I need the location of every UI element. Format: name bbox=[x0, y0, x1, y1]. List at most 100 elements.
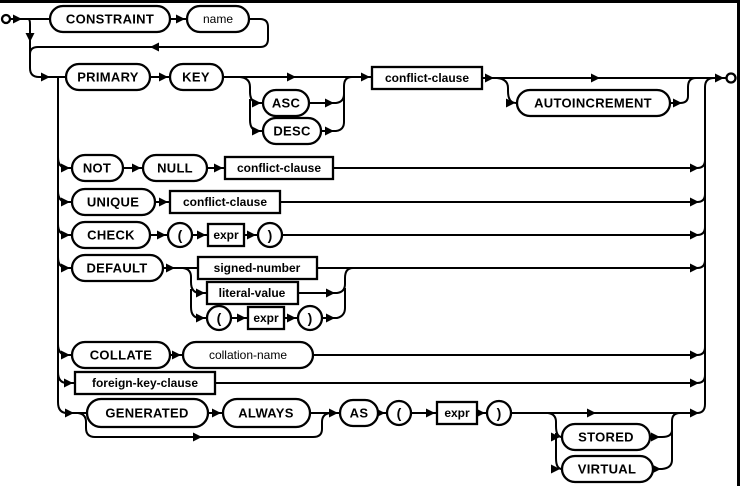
arrowhead-icon bbox=[690, 163, 699, 173]
collate-shape bbox=[70, 340, 172, 370]
unique-label: UNIQUE bbox=[87, 195, 139, 210]
node-autoincrement: AUTOINCREMENT bbox=[515, 88, 672, 118]
arrowhead-icon bbox=[65, 408, 74, 418]
null-shape bbox=[141, 153, 209, 183]
expr-shape bbox=[206, 222, 246, 248]
node-foreign-key-clause: foreign-key-clause bbox=[73, 370, 217, 396]
connector-line bbox=[322, 288, 346, 319]
primary-label: PRIMARY bbox=[77, 70, 139, 85]
node-generated: GENERATED bbox=[85, 397, 210, 429]
collation-name-shape bbox=[181, 340, 315, 370]
arrowhead-icon bbox=[551, 432, 560, 442]
connector-line bbox=[282, 226, 706, 236]
foreign-key-clause-shape bbox=[73, 370, 217, 396]
connector-line bbox=[547, 412, 563, 438]
connector-line bbox=[298, 267, 354, 294]
connector-line bbox=[239, 76, 263, 104]
arrowhead-icon bbox=[690, 378, 699, 388]
rparen-shape bbox=[296, 304, 324, 332]
arrowhead-icon bbox=[325, 98, 334, 108]
arrowhead-icon bbox=[326, 313, 335, 323]
node-expr-default: expr bbox=[246, 305, 286, 331]
node-check: CHECK bbox=[70, 220, 152, 250]
arrowhead-icon bbox=[193, 432, 202, 442]
default-label: DEFAULT bbox=[86, 261, 147, 276]
not-label: NOT bbox=[83, 161, 111, 176]
arrowhead-icon bbox=[13, 14, 22, 24]
check-shape bbox=[70, 220, 152, 250]
connector-line bbox=[704, 77, 715, 404]
node-collate: COLLATE bbox=[70, 340, 172, 370]
connector-line bbox=[280, 193, 706, 203]
expr-label: expr bbox=[253, 311, 279, 325]
constraint-shape bbox=[48, 4, 172, 34]
node-expr-generated: expr bbox=[435, 400, 479, 426]
primary-shape bbox=[64, 62, 152, 92]
connector-line bbox=[670, 77, 697, 104]
virtual-label: VIRTUAL bbox=[578, 462, 636, 477]
rparen-label: ) bbox=[308, 310, 313, 326]
arrowhead-icon bbox=[25, 33, 35, 42]
lparen-shape bbox=[166, 221, 194, 249]
generated-label: GENERATED bbox=[105, 406, 188, 421]
arrowhead-icon bbox=[690, 350, 699, 360]
arrowhead-icon bbox=[247, 230, 256, 240]
arrowhead-icon bbox=[361, 72, 370, 82]
node-asc: ASC bbox=[261, 88, 311, 118]
arrowhead-icon bbox=[61, 230, 70, 240]
expr-shape bbox=[246, 305, 286, 331]
unique-shape bbox=[70, 187, 157, 217]
connector-line bbox=[511, 403, 706, 414]
arrowhead-icon bbox=[591, 73, 600, 83]
virtual-shape bbox=[560, 454, 655, 484]
collate-label: COLLATE bbox=[90, 348, 153, 363]
arrowhead-icon bbox=[41, 72, 50, 82]
arrowhead-icon bbox=[252, 98, 261, 108]
arrowhead-icon bbox=[150, 42, 159, 52]
lparen-shape bbox=[385, 399, 413, 427]
node-lparen-check: ( bbox=[166, 221, 194, 249]
arrowhead-icon bbox=[166, 263, 175, 273]
connector-line bbox=[215, 374, 706, 384]
arrowhead-icon bbox=[61, 350, 70, 360]
connector-line bbox=[27, 18, 66, 78]
arrowhead-icon bbox=[651, 432, 660, 442]
arrowhead-icon bbox=[176, 14, 185, 24]
arrowhead-icon bbox=[551, 464, 560, 474]
arrowhead-icon bbox=[214, 163, 223, 173]
arrowhead-icon bbox=[652, 464, 661, 474]
rparen-label: ) bbox=[497, 405, 502, 421]
name-shape bbox=[185, 4, 251, 34]
node-expr-check: expr bbox=[206, 222, 246, 248]
conflict-clause-label: conflict-clause bbox=[385, 71, 469, 85]
arrowhead-icon bbox=[325, 126, 334, 136]
autoincrement-label: AUTOINCREMENT bbox=[534, 96, 652, 111]
arrowhead-icon bbox=[61, 263, 70, 273]
arrowhead-icon bbox=[64, 378, 73, 388]
arrowhead-icon bbox=[61, 163, 70, 173]
node-as: AS bbox=[338, 398, 380, 428]
not-shape bbox=[70, 153, 125, 183]
end-terminal-icon bbox=[725, 72, 737, 84]
desc-shape bbox=[261, 116, 323, 146]
node-name: name bbox=[185, 4, 251, 34]
node-null: NULL bbox=[141, 153, 209, 183]
asc-shape bbox=[261, 88, 311, 118]
lparen-label: ( bbox=[397, 405, 402, 421]
conflict-clause-label: conflict-clause bbox=[237, 161, 321, 175]
node-rparen-generated: ) bbox=[485, 399, 513, 427]
arrowhead-icon bbox=[426, 408, 435, 418]
arrowhead-icon bbox=[476, 408, 485, 418]
node-signed-number: signed-number bbox=[196, 255, 319, 281]
always-shape bbox=[221, 397, 312, 429]
rparen-shape bbox=[256, 221, 284, 249]
literal-value-label: literal-value bbox=[219, 286, 286, 300]
connector-line bbox=[29, 18, 269, 55]
key-shape bbox=[168, 62, 225, 92]
signed-number-label: signed-number bbox=[214, 261, 301, 275]
arrowhead-icon bbox=[485, 73, 494, 83]
foreign-key-clause-label: foreign-key-clause bbox=[92, 376, 198, 390]
rparen-label: ) bbox=[268, 227, 273, 243]
